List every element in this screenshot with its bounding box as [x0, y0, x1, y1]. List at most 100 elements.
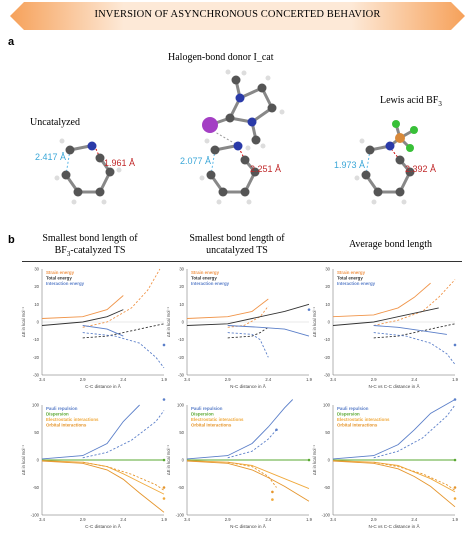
y-tick-label: 0	[328, 320, 331, 325]
pauli-point	[162, 398, 166, 401]
orbital-dashed	[82, 461, 165, 491]
y-axis-label: ΔE in kcal mol⁻¹	[21, 444, 26, 475]
y-tick-label: -30	[33, 373, 40, 378]
molecule-halogen-catalyzed	[199, 131, 260, 205]
pauli-point	[275, 428, 278, 432]
legend-entry: Dispersion	[191, 412, 214, 417]
y-tick-label: -50	[33, 485, 40, 490]
interaction-energy-dashed	[82, 332, 165, 369]
x-axis-label: N-C distance in Å	[230, 383, 267, 389]
total-energy-line	[41, 309, 124, 326]
distance-cc-halogen: 2.077 Å	[180, 156, 212, 166]
header-divider	[22, 261, 462, 262]
interaction-energy-point	[453, 343, 457, 347]
legend-entry: Orbital interactions	[46, 423, 87, 428]
x-tick-label: 1.9	[161, 377, 167, 382]
interaction-energy-line	[227, 325, 310, 337]
pauli-point	[453, 398, 457, 401]
banner-arrow	[10, 2, 465, 30]
y-tick-label: -10	[33, 337, 40, 342]
x-tick-label: 2.4	[411, 377, 417, 382]
x-tick-label: 2.9	[225, 517, 231, 522]
legend-entry: Orbital interactions	[191, 423, 232, 428]
legend-entry: Electrostatic interactions	[337, 417, 390, 422]
x-axis-label: C-C distance in Å	[85, 383, 122, 389]
distance-nc-bf3: 2.392 Å	[405, 164, 437, 174]
column-title-1: Smallest bond length of BF3-catalyzed TS	[42, 233, 138, 258]
electrostatic-point	[162, 497, 166, 500]
lewis-acid-title: Lewis acid BF3	[380, 95, 442, 108]
strain-energy-line	[41, 295, 124, 319]
x-tick-label: 1.9	[452, 377, 458, 382]
y-axis-label: ΔE in kcal mol⁻¹	[166, 444, 171, 475]
x-tick-label: 2.9	[80, 517, 86, 522]
legend-entry: Pauli repulsion	[191, 406, 223, 411]
strain-energy-dashed	[373, 279, 456, 326]
y-tick-label: 20	[179, 284, 184, 289]
orbital-point	[162, 486, 166, 489]
x-tick-label: 1.9	[452, 517, 458, 522]
y-axis-label: ΔE in kcal mol⁻¹	[166, 306, 171, 337]
orbital-dashed	[373, 461, 456, 491]
orbital-point	[453, 486, 457, 489]
panel-b-label: b	[8, 234, 15, 246]
y-tick-label: -10	[178, 337, 185, 342]
y-tick-label: 0	[182, 458, 185, 463]
legend-entry: Interaction energy	[191, 281, 230, 286]
y-tick-label: -100	[176, 513, 185, 518]
x-tick-label: 3.4	[184, 377, 190, 382]
total-energy-dashed	[373, 323, 456, 339]
electrostatic-line	[41, 460, 165, 495]
uncatalyzed-title: Uncatalyzed	[30, 117, 80, 128]
y-tick-label: -10	[324, 337, 331, 342]
y-tick-label: 10	[179, 302, 184, 307]
y-tick-label: 100	[323, 403, 331, 408]
legend-entry: Strain energy	[46, 270, 75, 275]
x-axis-label: N-C vs C-C distance in Å	[368, 383, 420, 389]
total-energy-dashed	[227, 326, 269, 339]
dispersion-point	[453, 458, 457, 462]
x-tick-label: 3.4	[184, 517, 190, 522]
y-tick-label: -20	[33, 355, 40, 360]
pauli-repulsion-dashed	[227, 429, 277, 459]
x-tick-label: 2.4	[120, 517, 126, 522]
orbital-line	[186, 460, 310, 502]
y-tick-label: 50	[325, 430, 330, 435]
x-tick-label: 1.9	[161, 517, 167, 522]
legend-entry: Interaction energy	[337, 281, 376, 286]
electrostatic-line	[332, 460, 456, 493]
electrostatic-point	[271, 498, 274, 501]
y-axis-label: ΔE in kcal mol⁻¹	[312, 444, 317, 475]
x-tick-label: 3.4	[330, 517, 336, 522]
y-tick-label: 10	[325, 302, 330, 307]
x-axis-label: C-C distance in Å	[85, 523, 122, 529]
strain-energy-dashed	[82, 268, 161, 328]
total-energy-dashed	[82, 323, 165, 339]
total-energy-line	[332, 307, 439, 326]
x-tick-label: 1.9	[306, 517, 312, 522]
distance-cc-uncat: 2.417 Å	[35, 152, 67, 162]
x-tick-label: 2.9	[371, 517, 377, 522]
x-tick-label: 1.9	[306, 377, 312, 382]
distance-cc-bf3: 1.973 Å	[334, 160, 366, 170]
y-tick-label: 50	[179, 430, 184, 435]
x-tick-label: 2.4	[411, 517, 417, 522]
x-axis-label: N-C distance in Å	[230, 523, 267, 529]
interaction-energy-dashed	[373, 332, 456, 365]
orbital-line	[332, 460, 456, 508]
molecule-bf3-catalyzed	[354, 120, 418, 205]
dispersion-point	[162, 458, 166, 462]
x-tick-label: 2.4	[265, 377, 271, 382]
y-tick-label: -100	[322, 513, 331, 518]
x-axis-label: N-C vs C-C distance in Å	[368, 523, 420, 529]
legend-entry: Electrostatic interactions	[46, 417, 99, 422]
x-tick-label: 3.4	[330, 377, 336, 382]
y-tick-label: 0	[37, 320, 40, 325]
interaction-energy-dashed	[227, 332, 269, 358]
legend-entry: Strain energy	[337, 270, 366, 275]
y-tick-label: 100	[177, 403, 185, 408]
distance-nc-uncat: 1.961 Å	[104, 158, 136, 168]
x-tick-label: 2.9	[225, 377, 231, 382]
strain-energy-dashed	[227, 305, 269, 328]
